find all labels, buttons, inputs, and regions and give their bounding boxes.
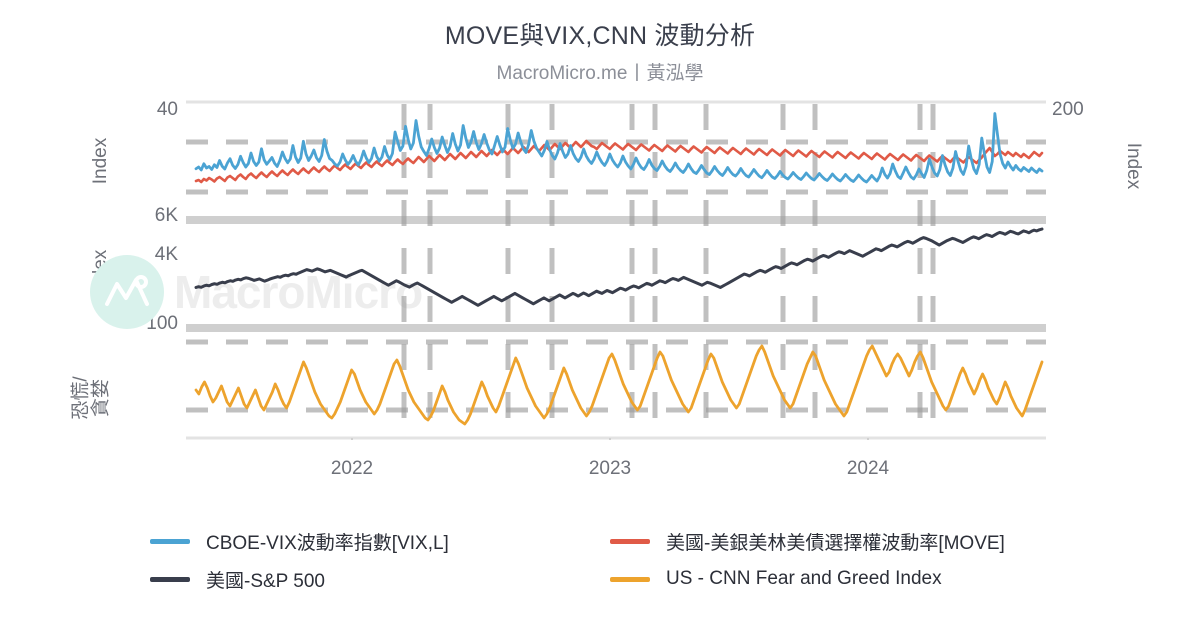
legend-item-vix[interactable]: CBOE-VIX波動率指數[VIX,L] [150, 522, 610, 560]
left-tick-3: 100 [146, 313, 178, 334]
series-sp500 [194, 227, 1044, 307]
left-tick-0: 40 [156, 99, 178, 120]
axis-title-left-volatility: Index [90, 137, 112, 185]
axis-title-left-sentiment: 恐慌/ 貪婪 [70, 376, 112, 420]
series-move [194, 139, 1044, 184]
legend-label-sp500: 美國-S&P 500 [206, 570, 325, 592]
left-tick-2: 4K [154, 244, 178, 265]
chart-title: MOVE與VIX,CNN 波動分析 [444, 22, 756, 50]
chart-subtitle: MacroMicro.me丨黃泓學 [496, 63, 704, 84]
x-tick-2023: 2023 [588, 458, 632, 479]
series-vix [194, 112, 1044, 184]
x-tick-2022: 2022 [330, 458, 374, 479]
axis-title-left-sentiment-line2: 貪婪 [90, 378, 112, 417]
panel-separator-0 [186, 216, 1046, 224]
x-tick-2024: 2024 [846, 458, 890, 479]
right-tick-0: 200 [1052, 99, 1084, 120]
axis-title-right-volatility: Index [1123, 142, 1145, 190]
plot-area [186, 100, 1046, 440]
legend-row-1: CBOE-VIX波動率指數[VIX,L] 美國-美銀美林美債選擇權波動率[MOV… [150, 522, 1070, 560]
axis-title-left-equity: Index [90, 249, 112, 297]
legend-item-cnn[interactable]: US - CNN Fear and Greed Index [610, 560, 1070, 598]
legend-swatch-move [610, 538, 650, 544]
legend-swatch-sp500 [150, 576, 190, 582]
left-tick-1: 6K [154, 205, 178, 226]
legend-label-vix: CBOE-VIX波動率指數[VIX,L] [206, 532, 449, 554]
chart-legend: CBOE-VIX波動率指數[VIX,L] 美國-美銀美林美債選擇權波動率[MOV… [150, 522, 1070, 598]
panel-separator-1 [186, 324, 1046, 332]
axis-title-left-sentiment-line1: 恐慌/ [70, 376, 92, 420]
plot-svg [186, 100, 1046, 440]
legend-label-move: 美國-美銀美林美債選擇權波動率[MOVE] [666, 532, 1005, 554]
legend-label-cnn: US - CNN Fear and Greed Index [666, 568, 942, 589]
series-cnn [194, 344, 1044, 426]
legend-swatch-cnn [610, 576, 650, 582]
legend-row-2: 美國-S&P 500 US - CNN Fear and Greed Index [150, 560, 1070, 598]
legend-item-sp500[interactable]: 美國-S&P 500 [150, 560, 610, 598]
legend-swatch-vix [150, 538, 190, 544]
legend-item-move[interactable]: 美國-美銀美林美債選擇權波動率[MOVE] [610, 522, 1070, 560]
